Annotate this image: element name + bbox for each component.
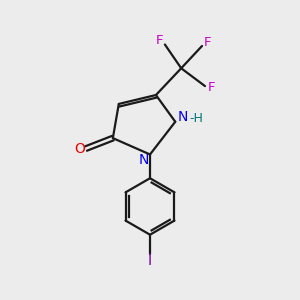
- Text: F: F: [208, 81, 215, 94]
- Text: N: N: [178, 110, 188, 124]
- Text: O: O: [74, 142, 85, 155]
- Text: F: F: [204, 36, 211, 49]
- Text: I: I: [148, 253, 152, 268]
- Text: F: F: [156, 34, 163, 47]
- Text: -H: -H: [189, 112, 203, 125]
- Text: N: N: [138, 153, 148, 167]
